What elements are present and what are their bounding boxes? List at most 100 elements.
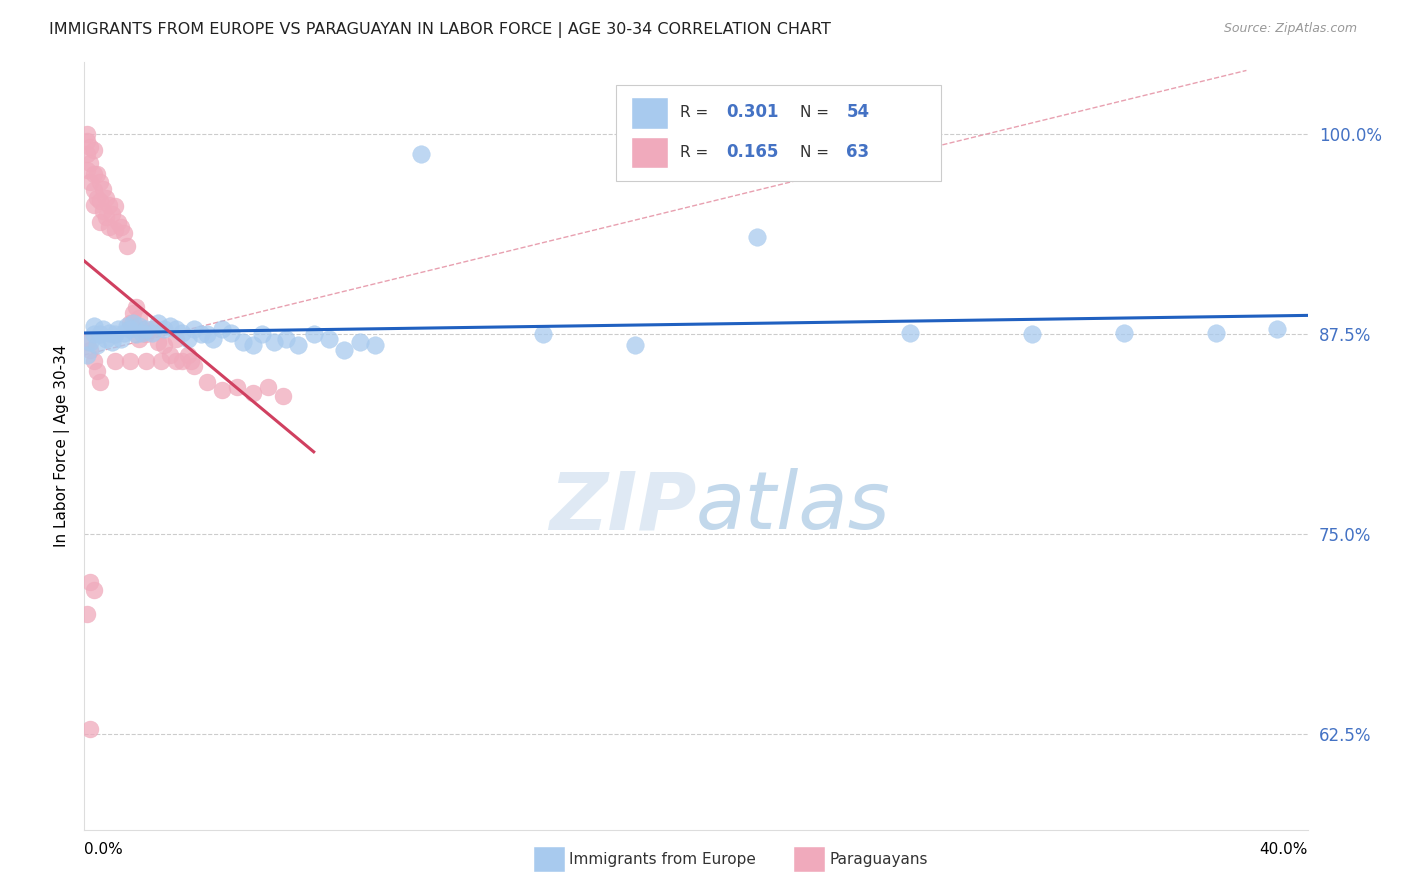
Point xyxy=(364,338,387,352)
Point xyxy=(135,322,157,336)
Point xyxy=(409,146,432,161)
Bar xyxy=(631,136,668,168)
Bar xyxy=(631,97,668,129)
Point xyxy=(94,332,117,346)
Point xyxy=(97,197,120,211)
Point xyxy=(89,215,111,229)
Text: atlas: atlas xyxy=(696,468,891,547)
Point xyxy=(79,175,101,189)
Point xyxy=(1205,326,1227,340)
Point xyxy=(76,134,98,148)
Point xyxy=(125,327,148,342)
Point xyxy=(115,319,138,334)
Point xyxy=(83,319,105,334)
Point xyxy=(112,326,135,340)
Point xyxy=(131,322,153,336)
Point xyxy=(183,322,205,336)
Point xyxy=(107,215,129,229)
Point xyxy=(76,335,98,350)
Point xyxy=(180,354,202,368)
Point xyxy=(141,326,163,340)
Point xyxy=(83,582,105,597)
Point xyxy=(79,156,101,170)
Point xyxy=(83,327,105,342)
Point xyxy=(128,319,150,334)
Point xyxy=(76,348,98,362)
Text: 0.0%: 0.0% xyxy=(84,842,124,857)
Point xyxy=(135,327,157,342)
Point xyxy=(83,354,105,368)
Point xyxy=(101,335,124,350)
Point xyxy=(172,354,194,368)
Point xyxy=(104,223,127,237)
Point xyxy=(1265,322,1288,336)
Point xyxy=(349,335,371,350)
Point xyxy=(79,343,101,357)
Point xyxy=(1114,326,1136,340)
Point xyxy=(86,191,108,205)
Text: 40.0%: 40.0% xyxy=(1260,842,1308,857)
Point xyxy=(112,227,135,241)
Text: 54: 54 xyxy=(846,103,869,121)
Text: Source: ZipAtlas.com: Source: ZipAtlas.com xyxy=(1223,22,1357,36)
Point xyxy=(242,338,264,352)
Point xyxy=(94,211,117,225)
Point xyxy=(120,316,142,330)
Point xyxy=(898,326,921,340)
Point xyxy=(76,128,98,142)
Point xyxy=(91,182,114,196)
Point xyxy=(110,220,132,235)
Point xyxy=(183,359,205,373)
Point xyxy=(76,607,98,621)
Point xyxy=(195,375,218,389)
Point xyxy=(165,332,187,346)
Point xyxy=(172,326,194,340)
Text: ZIP: ZIP xyxy=(548,468,696,547)
Point xyxy=(97,326,120,340)
Point xyxy=(747,229,769,244)
Point xyxy=(104,354,127,368)
Point xyxy=(131,326,153,340)
Point xyxy=(76,146,98,161)
Point xyxy=(211,322,233,336)
Point xyxy=(89,375,111,389)
Text: N =: N = xyxy=(800,145,834,160)
Point xyxy=(79,140,101,154)
Point xyxy=(104,199,127,213)
Y-axis label: In Labor Force | Age 30-34: In Labor Force | Age 30-34 xyxy=(55,344,70,548)
Point xyxy=(83,197,105,211)
Point xyxy=(302,327,325,342)
Text: R =: R = xyxy=(681,104,713,120)
Point xyxy=(271,389,294,403)
Point xyxy=(250,327,273,342)
Point xyxy=(83,144,105,158)
Point xyxy=(146,335,169,350)
Point xyxy=(120,322,142,336)
Point xyxy=(1021,327,1043,342)
Point xyxy=(86,167,108,181)
Point xyxy=(110,332,132,346)
Point xyxy=(226,380,249,394)
Point xyxy=(201,332,224,346)
Bar xyxy=(616,86,941,181)
Text: Immigrants from Europe: Immigrants from Europe xyxy=(569,853,756,867)
Text: R =: R = xyxy=(681,145,713,160)
Point xyxy=(276,332,298,346)
Point xyxy=(128,311,150,326)
Point xyxy=(128,332,150,346)
Point xyxy=(159,348,181,362)
Point xyxy=(104,327,127,342)
Point xyxy=(135,354,157,368)
Point xyxy=(263,335,285,350)
Point xyxy=(146,316,169,330)
Point xyxy=(97,220,120,235)
Point xyxy=(287,338,309,352)
Point xyxy=(83,167,105,181)
Point xyxy=(242,386,264,401)
Text: 0.165: 0.165 xyxy=(727,144,779,161)
Point xyxy=(219,326,242,340)
Point xyxy=(115,239,138,253)
Text: IMMIGRANTS FROM EUROPE VS PARAGUAYAN IN LABOR FORCE | AGE 30-34 CORRELATION CHAR: IMMIGRANTS FROM EUROPE VS PARAGUAYAN IN … xyxy=(49,22,831,38)
Point xyxy=(257,380,280,394)
Point xyxy=(211,383,233,397)
